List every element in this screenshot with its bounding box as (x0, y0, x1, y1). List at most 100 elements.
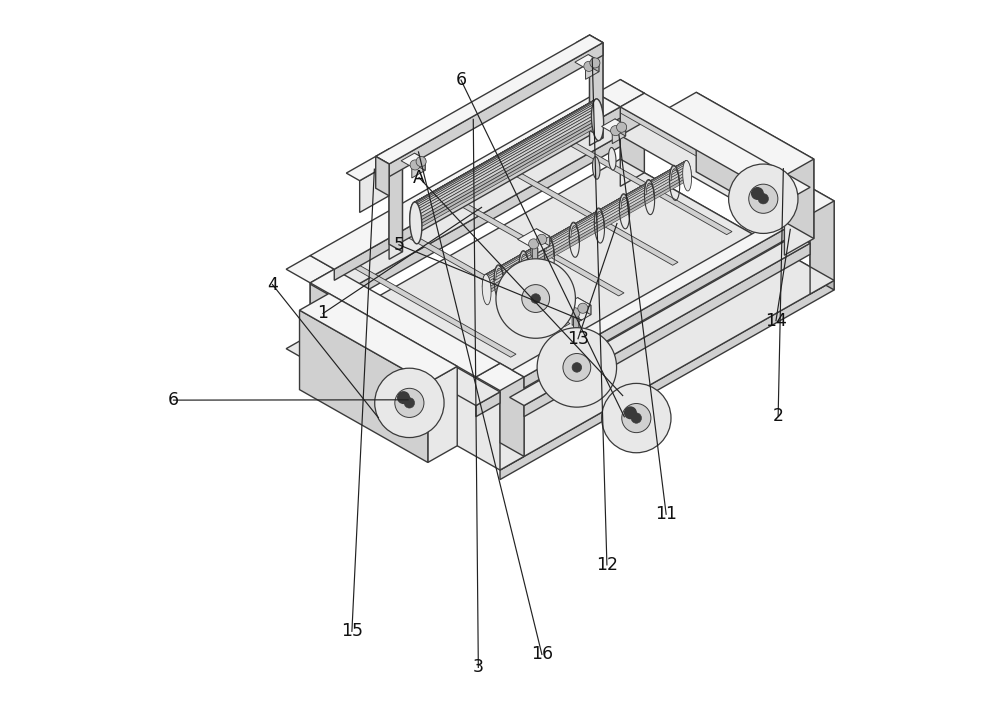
Polygon shape (389, 157, 402, 259)
Polygon shape (420, 108, 602, 213)
Polygon shape (415, 99, 598, 202)
Circle shape (590, 58, 600, 68)
Polygon shape (786, 187, 834, 215)
Circle shape (758, 194, 768, 204)
Polygon shape (490, 167, 691, 283)
Polygon shape (346, 157, 389, 181)
Polygon shape (286, 256, 334, 283)
Polygon shape (300, 293, 457, 383)
Polygon shape (412, 100, 595, 204)
Polygon shape (784, 159, 814, 256)
Circle shape (749, 184, 778, 213)
Text: 15: 15 (341, 622, 363, 641)
Polygon shape (483, 163, 684, 279)
Polygon shape (419, 103, 601, 208)
Circle shape (622, 403, 651, 432)
Polygon shape (490, 170, 691, 286)
Polygon shape (500, 377, 524, 470)
Polygon shape (575, 317, 579, 364)
Polygon shape (413, 99, 596, 203)
Polygon shape (417, 100, 599, 205)
Polygon shape (483, 162, 685, 277)
Polygon shape (615, 119, 626, 136)
Polygon shape (753, 187, 769, 207)
Polygon shape (536, 229, 550, 246)
Circle shape (522, 285, 550, 312)
Polygon shape (569, 223, 579, 242)
Polygon shape (334, 135, 620, 309)
Text: 12: 12 (596, 556, 618, 574)
Text: 3: 3 (473, 658, 484, 676)
Polygon shape (414, 153, 425, 170)
Polygon shape (483, 165, 683, 282)
Circle shape (537, 234, 547, 245)
Polygon shape (310, 269, 500, 377)
Circle shape (395, 388, 424, 417)
Polygon shape (574, 314, 579, 362)
Circle shape (611, 125, 621, 135)
Polygon shape (376, 35, 603, 164)
Polygon shape (602, 119, 626, 132)
Polygon shape (586, 60, 599, 79)
Polygon shape (410, 113, 592, 219)
Polygon shape (524, 243, 810, 416)
Polygon shape (500, 280, 834, 480)
Polygon shape (590, 35, 603, 138)
Polygon shape (696, 92, 814, 239)
Polygon shape (592, 157, 600, 179)
Polygon shape (487, 161, 688, 275)
Text: 4: 4 (267, 275, 278, 293)
Text: 5: 5 (393, 236, 404, 254)
Circle shape (398, 392, 409, 403)
Text: A: A (413, 169, 425, 186)
Polygon shape (561, 138, 732, 234)
Polygon shape (510, 235, 810, 405)
Polygon shape (590, 43, 603, 146)
Circle shape (578, 303, 588, 313)
Polygon shape (620, 93, 644, 186)
Polygon shape (518, 229, 550, 247)
Polygon shape (620, 79, 644, 173)
Circle shape (602, 384, 671, 453)
Polygon shape (591, 99, 604, 141)
Circle shape (625, 407, 636, 419)
Polygon shape (572, 305, 591, 325)
Circle shape (531, 294, 540, 304)
Circle shape (529, 239, 539, 249)
Circle shape (404, 397, 415, 408)
Polygon shape (310, 122, 620, 298)
Polygon shape (544, 237, 554, 257)
Polygon shape (615, 107, 786, 204)
Polygon shape (534, 248, 538, 295)
Polygon shape (488, 162, 689, 277)
Circle shape (631, 413, 642, 423)
Polygon shape (512, 207, 810, 377)
Polygon shape (399, 229, 570, 327)
Polygon shape (810, 201, 834, 294)
Polygon shape (810, 187, 834, 280)
Polygon shape (596, 79, 644, 107)
Polygon shape (609, 148, 616, 170)
Polygon shape (310, 93, 620, 269)
Polygon shape (494, 266, 504, 285)
Polygon shape (411, 103, 593, 208)
Text: 11: 11 (655, 505, 677, 523)
Polygon shape (755, 180, 769, 198)
Polygon shape (376, 149, 402, 164)
Polygon shape (376, 157, 389, 196)
Circle shape (410, 160, 420, 170)
Text: 6: 6 (168, 391, 179, 409)
Text: 1: 1 (318, 304, 329, 323)
Polygon shape (334, 107, 620, 280)
Polygon shape (428, 366, 457, 462)
Polygon shape (401, 153, 425, 167)
Polygon shape (485, 160, 686, 274)
Polygon shape (476, 392, 500, 416)
Polygon shape (578, 298, 591, 314)
Polygon shape (310, 269, 334, 363)
Circle shape (496, 258, 575, 339)
Polygon shape (345, 260, 516, 357)
Polygon shape (414, 99, 597, 202)
Polygon shape (476, 363, 524, 391)
Polygon shape (500, 363, 524, 456)
